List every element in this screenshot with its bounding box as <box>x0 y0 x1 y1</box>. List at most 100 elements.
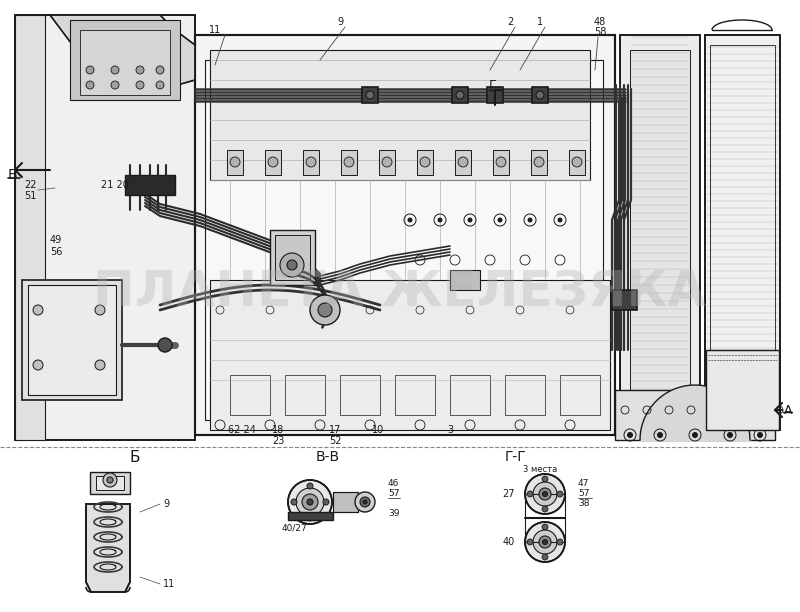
Text: 1: 1 <box>537 17 543 27</box>
Circle shape <box>306 157 316 167</box>
Text: 11: 11 <box>209 25 221 35</box>
Circle shape <box>86 81 94 89</box>
Circle shape <box>456 91 464 99</box>
Bar <box>15 15 45 440</box>
Bar <box>22 280 122 400</box>
Text: ПЛАНЕТА ЖЕЛЕЗЯКА: ПЛАНЕТА ЖЕЛЕЗЯКА <box>94 268 706 316</box>
Text: Г-Г: Г-Г <box>504 450 526 464</box>
Circle shape <box>557 491 563 497</box>
Circle shape <box>288 480 332 524</box>
Text: 22: 22 <box>24 180 37 190</box>
Bar <box>532 87 548 103</box>
Bar <box>706 350 779 430</box>
Circle shape <box>542 554 548 560</box>
Polygon shape <box>50 15 195 90</box>
Circle shape <box>539 488 551 500</box>
Bar <box>205 60 603 420</box>
Bar <box>487 87 503 103</box>
Text: Г: Г <box>489 78 497 92</box>
Bar <box>615 390 775 440</box>
Circle shape <box>468 218 472 222</box>
Bar <box>275 235 310 280</box>
Text: 58: 58 <box>594 27 606 37</box>
Circle shape <box>498 218 502 222</box>
Text: 2: 2 <box>507 17 513 27</box>
Bar <box>620 35 700 435</box>
Circle shape <box>727 433 733 438</box>
Text: 9: 9 <box>163 499 169 509</box>
Circle shape <box>528 218 532 222</box>
Bar <box>265 150 281 175</box>
Circle shape <box>525 522 565 562</box>
Circle shape <box>382 157 392 167</box>
Circle shape <box>527 491 533 497</box>
Text: 3 места: 3 места <box>523 465 557 474</box>
Bar <box>417 150 433 175</box>
Bar <box>210 280 610 430</box>
Bar <box>705 35 780 430</box>
Circle shape <box>525 474 565 514</box>
Bar <box>230 375 270 415</box>
Circle shape <box>693 433 698 438</box>
Circle shape <box>542 524 548 530</box>
Circle shape <box>458 157 468 167</box>
Circle shape <box>533 530 557 554</box>
Circle shape <box>366 91 374 99</box>
Text: 21 20: 21 20 <box>101 180 129 190</box>
Circle shape <box>542 506 548 512</box>
Text: 39: 39 <box>388 510 399 518</box>
Text: 11: 11 <box>163 579 175 589</box>
Bar <box>620 35 700 435</box>
Text: 48: 48 <box>594 17 606 27</box>
Text: В-В: В-В <box>316 450 340 464</box>
Circle shape <box>307 483 313 489</box>
Bar <box>705 35 780 430</box>
Bar <box>303 150 319 175</box>
Text: 23: 23 <box>272 436 284 446</box>
Circle shape <box>496 157 506 167</box>
Circle shape <box>533 482 557 506</box>
Bar <box>125 175 175 195</box>
Circle shape <box>302 494 318 510</box>
Text: 18: 18 <box>272 425 284 435</box>
Bar <box>395 375 435 415</box>
Bar <box>195 35 615 435</box>
Circle shape <box>307 515 313 521</box>
Circle shape <box>539 536 551 548</box>
Bar <box>90 472 130 494</box>
Circle shape <box>103 473 117 487</box>
Bar <box>493 150 509 175</box>
Circle shape <box>542 540 547 545</box>
Bar <box>333 492 358 512</box>
Text: 38: 38 <box>578 499 590 509</box>
Circle shape <box>136 66 144 74</box>
Text: 57: 57 <box>388 490 399 499</box>
Bar <box>362 87 378 103</box>
Bar <box>450 375 490 415</box>
Bar <box>70 20 180 100</box>
Bar <box>15 15 195 440</box>
Bar <box>531 150 547 175</box>
Circle shape <box>296 488 324 516</box>
Circle shape <box>355 492 375 512</box>
Circle shape <box>536 91 544 99</box>
Text: 56: 56 <box>50 247 62 257</box>
Circle shape <box>310 295 340 325</box>
Bar <box>455 150 471 175</box>
Text: 40: 40 <box>502 537 515 547</box>
Circle shape <box>438 218 442 222</box>
Bar <box>450 270 480 290</box>
Circle shape <box>408 218 412 222</box>
Text: 10: 10 <box>372 425 384 435</box>
Circle shape <box>158 338 172 352</box>
Circle shape <box>557 539 563 545</box>
Text: 9: 9 <box>337 17 343 27</box>
Text: 52: 52 <box>329 436 342 446</box>
Text: 51: 51 <box>24 191 36 201</box>
Circle shape <box>307 499 313 505</box>
Bar <box>340 375 380 415</box>
Bar <box>227 150 243 175</box>
Circle shape <box>111 66 119 74</box>
Polygon shape <box>86 504 130 592</box>
Bar <box>525 494 565 542</box>
